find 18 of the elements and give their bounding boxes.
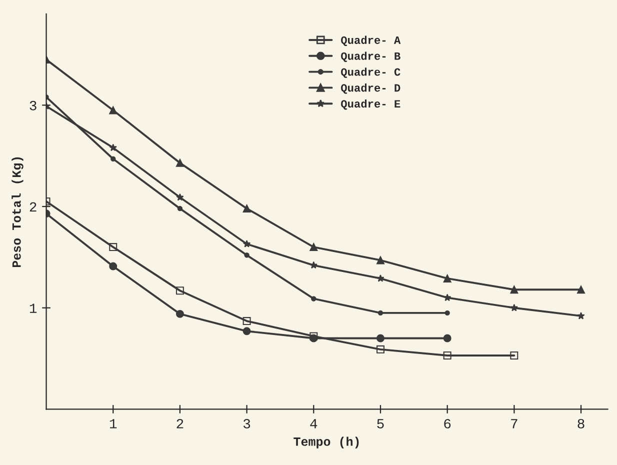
x-tick-label: 4 bbox=[310, 419, 318, 428]
y-axis-title: Peso Total (Kg) bbox=[12, 157, 24, 268]
legend-label: Quadre- E bbox=[341, 99, 400, 110]
x-tick-label: 3 bbox=[244, 419, 250, 428]
y-tick-label: 1 bbox=[30, 304, 37, 313]
x-tick-label: 2 bbox=[176, 419, 184, 428]
x-tick-label: 7 bbox=[511, 419, 518, 428]
x-tick-label: 5 bbox=[377, 419, 384, 428]
y-tick-label: 2 bbox=[30, 202, 36, 212]
legend-label: Quadre- C bbox=[341, 68, 400, 78]
x-axis-title: Tempo (h) bbox=[294, 436, 359, 448]
x-tick-label: 8 bbox=[578, 419, 584, 428]
x-tick-label: 6 bbox=[444, 419, 451, 428]
legend-label: Quadre- D bbox=[341, 84, 400, 94]
x-tick-label: 1 bbox=[110, 419, 117, 428]
legend-label: Quadre- B bbox=[341, 52, 400, 62]
y-tick-label: 3 bbox=[30, 100, 36, 110]
legend-label: Quadre- A bbox=[341, 36, 401, 46]
